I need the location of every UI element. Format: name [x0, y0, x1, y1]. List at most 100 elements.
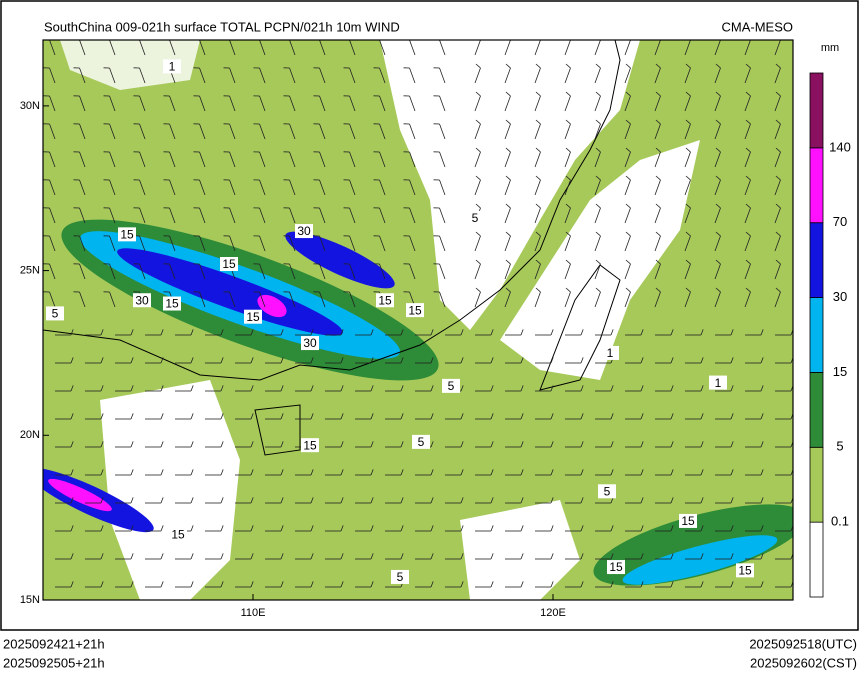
colorbar-label: 0.1: [831, 514, 849, 529]
wind-barb: [715, 91, 721, 97]
wind-barb: [535, 203, 541, 209]
wind-barb: [534, 235, 541, 252]
wind-barb: [624, 67, 631, 84]
wind-barb: [130, 441, 134, 448]
wind-barb: [640, 385, 644, 392]
wind-barb: [289, 235, 296, 252]
wind-barb: [310, 413, 314, 420]
panel-frame: [0, 0, 859, 631]
wind-barb: [490, 469, 494, 476]
wind-barb: [550, 581, 554, 588]
wind-barb: [460, 469, 464, 476]
wind-barb: [640, 581, 644, 588]
wind-barb: [505, 175, 511, 181]
wind-barb: [130, 525, 134, 532]
wind-barb: [475, 91, 481, 97]
wind-barb: [474, 95, 481, 112]
wind-barb: [370, 441, 374, 448]
wind-barb: [229, 95, 236, 112]
wind-barb: [400, 525, 404, 532]
dry-area: [380, 40, 640, 330]
wind-barb: [160, 469, 164, 476]
wind-barb: [190, 497, 194, 504]
wind-barb: [625, 287, 631, 293]
contour-label-box: [163, 296, 181, 311]
wind-barb: [744, 235, 751, 252]
wind-barb: [109, 123, 116, 140]
wind-barb: [49, 40, 56, 56]
wind-barb: [774, 40, 781, 56]
wind-barb: [775, 147, 781, 153]
wind-barb: [70, 385, 74, 392]
contour-label-box: [301, 438, 319, 453]
wind-barb: [580, 525, 584, 532]
wind-barb: [744, 95, 751, 112]
wind-barb: [430, 413, 434, 420]
wind-barb: [280, 357, 284, 364]
wind-barb: [520, 469, 524, 476]
wind-barb: [340, 525, 344, 532]
wind-barb: [654, 151, 661, 168]
contour-label-box: [736, 563, 754, 578]
wind-barb: [774, 291, 781, 308]
wind-barb: [535, 287, 541, 293]
dry-area: [460, 500, 580, 600]
wind-barb: [310, 581, 314, 588]
wind-barb: [310, 329, 314, 336]
wind-barb: [460, 385, 464, 392]
wind-barb: [439, 263, 446, 280]
wind-barb: [409, 179, 416, 196]
wind-barb: [505, 203, 511, 209]
wind-barb: [774, 95, 781, 112]
lon-tick-label: 110E: [241, 607, 266, 619]
wind-barb: [199, 67, 206, 84]
wind-barb: [640, 413, 644, 420]
wind-barb: [655, 231, 661, 237]
wind-barb: [744, 263, 751, 280]
contour-label: 30: [135, 293, 149, 307]
wind-barb: [714, 40, 721, 56]
wind-barb: [439, 291, 446, 308]
colorbar-swatch: [809, 297, 824, 373]
wind-barb: [760, 581, 764, 588]
wind-barb: [79, 263, 86, 280]
wind-barb: [70, 469, 74, 476]
wind-barb: [340, 497, 344, 504]
wind-barb: [319, 235, 326, 252]
wind-barb: [580, 581, 584, 588]
wind-barb: [504, 67, 511, 84]
wind-barb: [504, 291, 511, 308]
wind-barb: [655, 147, 661, 153]
wind-barb: [280, 553, 284, 560]
wind-barb: [490, 413, 494, 420]
wind-barb: [775, 91, 781, 97]
wind-barb: [580, 469, 584, 476]
wind-barb: [79, 235, 86, 252]
wind-barb: [730, 469, 734, 476]
wind-barb: [190, 441, 194, 448]
wind-barb: [534, 207, 541, 224]
wind-barb: [460, 553, 464, 560]
wind-barb: [580, 441, 584, 448]
wind-barb: [49, 291, 56, 308]
lat-tick-label: 25N: [20, 264, 40, 276]
wind-barb: [550, 553, 554, 560]
wind-barb: [400, 497, 404, 504]
wind-barb: [349, 235, 356, 252]
wind-barb: [160, 329, 164, 336]
wind-barb: [670, 357, 674, 364]
wind-barb: [250, 497, 254, 504]
wind-barb: [550, 413, 554, 420]
wind-barb: [535, 147, 541, 153]
wind-barb: [475, 203, 481, 209]
footer-left: 2025092505+21h: [3, 655, 105, 670]
wind-barb: [610, 525, 614, 532]
wind-barb: [670, 329, 674, 336]
wind-barb: [640, 553, 644, 560]
wind-barb: [109, 179, 116, 196]
wind-barb: [684, 123, 691, 140]
wind-barb: [760, 497, 764, 504]
contour-label-box: [133, 293, 151, 308]
wind-barb: [654, 95, 661, 112]
contour-label-box: [169, 527, 187, 542]
